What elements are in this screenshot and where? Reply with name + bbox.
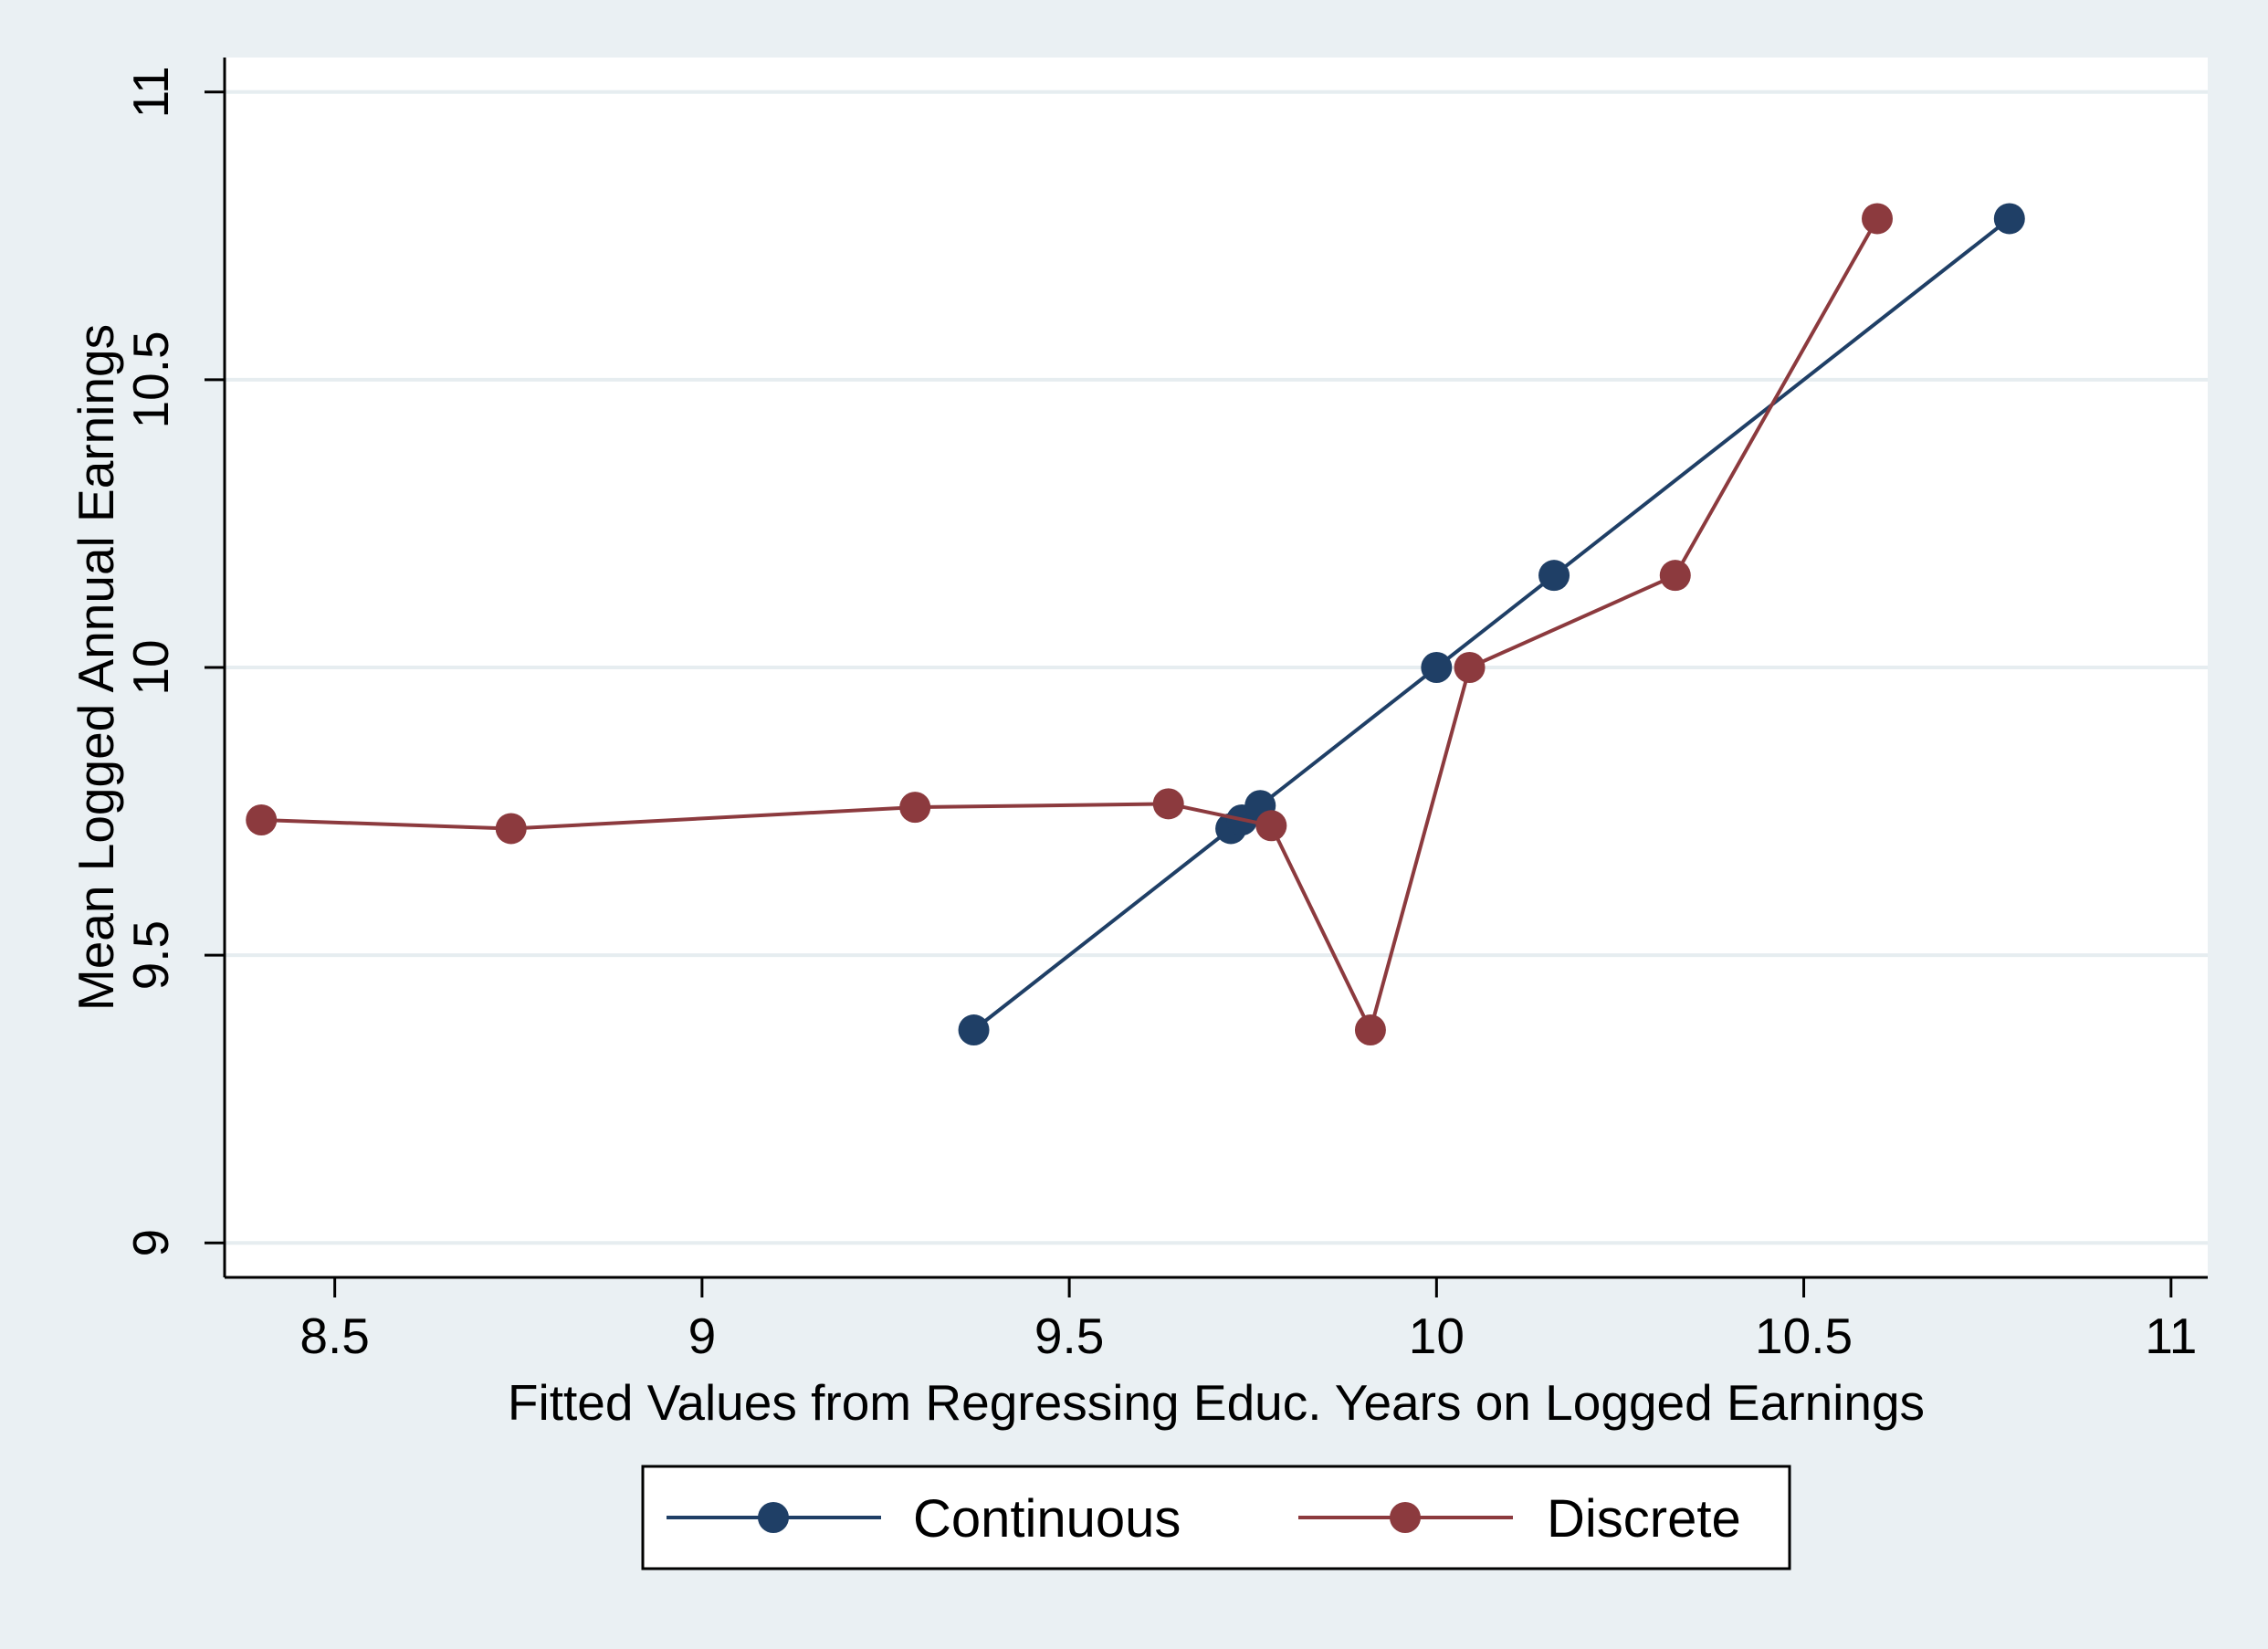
y-tick-label: 10 xyxy=(122,639,179,695)
x-axis-title: Fitted Values from Regressing Educ. Year… xyxy=(508,1374,1925,1431)
legend-marker-continuous xyxy=(758,1502,789,1533)
data-point-discrete xyxy=(1255,810,1287,842)
data-point-discrete xyxy=(1659,560,1691,592)
y-axis-title: Mean Logged Annual Earnings xyxy=(68,324,124,1011)
legend-marker-discrete xyxy=(1390,1502,1421,1533)
grid-lines xyxy=(225,89,2208,1245)
x-tick-label: 10 xyxy=(1409,1308,1465,1364)
data-point-discrete xyxy=(1152,788,1184,820)
data-point-discrete xyxy=(1354,1014,1386,1046)
x-tick-label: 9.5 xyxy=(1034,1308,1104,1364)
x-tick-label: 8.5 xyxy=(299,1308,369,1364)
data-point-continuous xyxy=(958,1014,990,1046)
data-point-continuous xyxy=(1538,560,1570,592)
data-point-continuous xyxy=(1993,203,2025,235)
y-tick-label: 11 xyxy=(122,66,179,118)
data-point-discrete xyxy=(899,792,931,824)
series-layer xyxy=(246,203,2025,1046)
legend-label-continuous: Continuous xyxy=(913,1489,1181,1549)
data-point-discrete xyxy=(1862,203,1893,235)
data-point-discrete xyxy=(495,813,527,845)
legend-label-discrete: Discrete xyxy=(1547,1489,1741,1549)
y-ticks: 9 9.5 10 10.5 11 xyxy=(122,66,225,1256)
data-point-discrete xyxy=(246,804,278,835)
x-ticks: 8.5 9 9.5 10 10.5 11 xyxy=(299,1277,2197,1364)
legend: Continuous Discrete xyxy=(641,1465,1791,1570)
x-tick-label: 10.5 xyxy=(1755,1308,1853,1364)
data-point-continuous xyxy=(1421,652,1453,683)
y-tick-label: 9.5 xyxy=(122,920,179,990)
y-tick-label: 9 xyxy=(122,1229,179,1257)
x-tick-label: 9 xyxy=(688,1308,717,1364)
y-tick-label: 10.5 xyxy=(122,331,179,428)
x-tick-label: 11 xyxy=(2145,1308,2197,1364)
data-point-discrete xyxy=(1454,652,1486,683)
